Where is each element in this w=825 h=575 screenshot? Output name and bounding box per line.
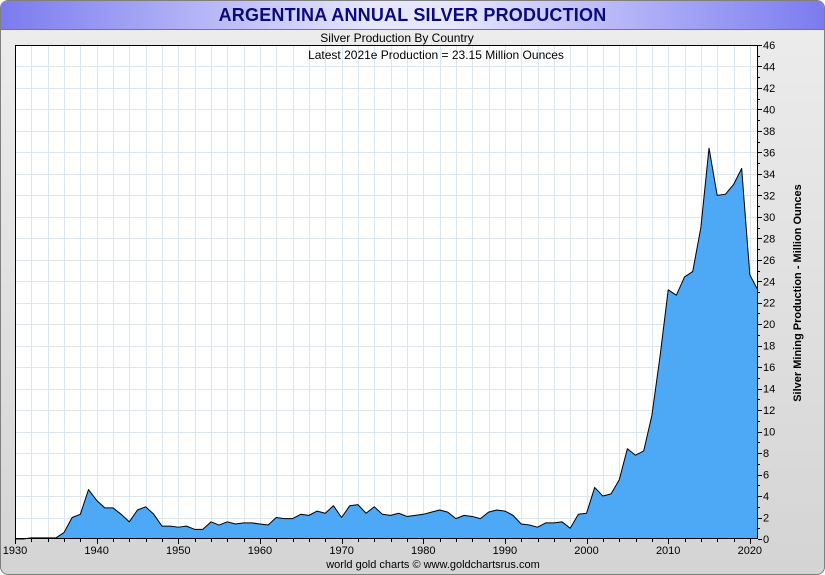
y-tick-label: 36 — [763, 147, 775, 159]
x-axis: 1930 1940 1950 1960 1970 1980 1990 2000 2010 2020 — [3, 539, 762, 557]
title-bar: ARGENTINA ANNUAL SILVER PRODUCTION — [1, 1, 824, 30]
series-area — [15, 148, 758, 539]
y-tick-label: 42 — [763, 83, 775, 95]
x-tick-label: 2010 — [656, 545, 680, 557]
chart-title: ARGENTINA ANNUAL SILVER PRODUCTION — [218, 5, 607, 25]
y-tick-label: 10 — [763, 427, 775, 439]
x-tick-label: 1970 — [329, 545, 353, 557]
x-tick-label: 1940 — [84, 545, 108, 557]
y-tick-label: 46 — [763, 40, 775, 52]
y-tick-label: 12 — [763, 405, 775, 417]
y-tick-label: 44 — [763, 61, 775, 73]
y-tick-label: 0 — [763, 534, 769, 546]
y-tick-label: 6 — [763, 470, 769, 482]
x-tick-label: 2000 — [574, 545, 598, 557]
x-tick-label: 1990 — [493, 545, 517, 557]
x-tick-label: 1960 — [248, 545, 272, 557]
chart-subtitle: Silver Production By Country — [320, 31, 473, 45]
y-axis-label: Silver Mining Production - Million Ounce… — [792, 184, 804, 402]
y-tick-label: 24 — [763, 276, 775, 288]
y-tick-label: 18 — [763, 341, 775, 353]
y-tick-label: 4 — [763, 491, 769, 503]
chart-credit: world gold charts © www.goldchartsrus.co… — [325, 559, 540, 571]
y-tick-label: 28 — [763, 233, 775, 245]
y-tick-label: 32 — [763, 190, 775, 202]
y-tick-label: 2 — [763, 513, 769, 525]
x-tick-label: 2020 — [738, 545, 762, 557]
y-tick-label: 14 — [763, 384, 775, 396]
y-tick-label: 34 — [763, 169, 775, 181]
x-tick-label: 1930 — [3, 545, 27, 557]
y-tick-label: 20 — [763, 319, 775, 331]
y-tick-label: 38 — [763, 126, 775, 138]
y-tick-label: 16 — [763, 362, 775, 374]
y-tick-label: 8 — [763, 448, 769, 460]
y-axis: 0246810121416182022242628303234363840424… — [758, 40, 775, 546]
y-tick-label: 22 — [763, 298, 775, 310]
series-line — [15, 147, 759, 540]
x-tick-label: 1980 — [411, 545, 435, 557]
x-tick-label: 1950 — [166, 545, 190, 557]
plot-border — [15, 45, 758, 539]
latest-production-annotation: Latest 2021e Production = 23.15 Million … — [308, 48, 564, 62]
y-tick-label: 30 — [763, 212, 775, 224]
y-tick-label: 26 — [763, 255, 775, 267]
y-tick-label: 40 — [763, 104, 775, 116]
